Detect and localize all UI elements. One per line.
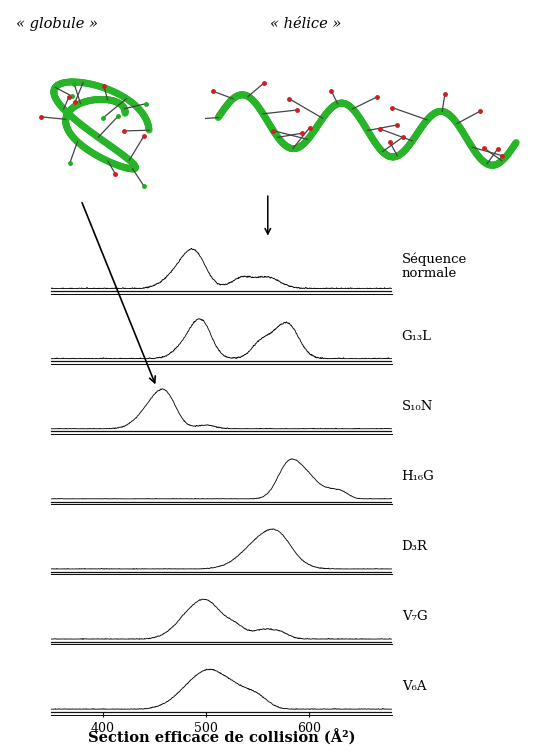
Text: Section efficace de collision (Å²): Section efficace de collision (Å²): [87, 729, 355, 746]
Text: G₁₃L: G₁₃L: [402, 330, 431, 343]
Text: V₆A: V₆A: [402, 680, 426, 693]
Text: Séquence
normale: Séquence normale: [402, 252, 467, 280]
Text: « globule »: « globule »: [16, 17, 98, 31]
Text: « hélice »: « hélice »: [270, 17, 341, 31]
Text: D₃R: D₃R: [402, 540, 428, 553]
Text: V₇G: V₇G: [402, 610, 427, 623]
Text: H₁₆G: H₁₆G: [402, 470, 435, 483]
Text: S₁₀N: S₁₀N: [402, 399, 433, 413]
